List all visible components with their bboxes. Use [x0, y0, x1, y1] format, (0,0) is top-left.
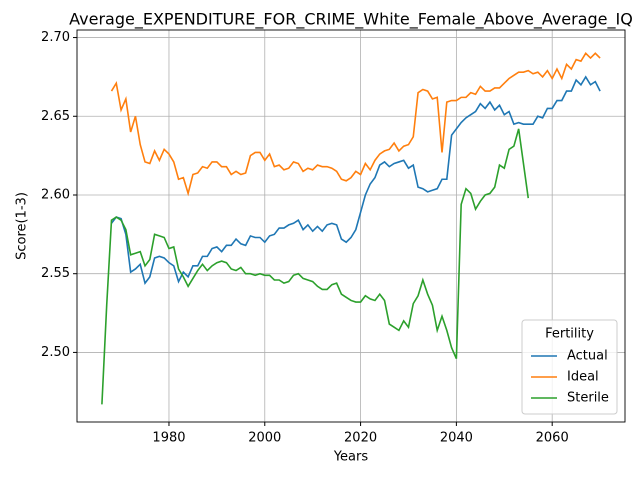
x-tick-label: 2040 [440, 431, 473, 446]
y-tick-label: 2.65 [41, 109, 70, 124]
x-axis-label: Years [333, 450, 369, 465]
legend-label: Actual [567, 349, 608, 364]
legend-label: Sterile [567, 391, 609, 406]
line-series [101, 128, 530, 405]
legend-title: Fertility [545, 327, 594, 342]
y-tick-label: 2.50 [41, 345, 70, 360]
line-series [110, 52, 601, 197]
y-tick-label: 2.60 [41, 187, 70, 202]
x-tick-label: 1980 [152, 431, 185, 446]
x-tick-label: 2000 [248, 431, 281, 446]
y-tick-label: 2.70 [41, 30, 70, 45]
y-axis-label: Score(1-3) [15, 192, 30, 260]
plot-frame [76, 29, 626, 423]
x-tick-label: 2020 [344, 431, 377, 446]
legend-box [521, 319, 618, 415]
x-tick-label: 2060 [536, 431, 569, 446]
y-tick-label: 2.55 [41, 266, 70, 281]
chart-title: Average_EXPENDITURE_FOR_CRIME_White_Fema… [69, 10, 633, 30]
line-series [110, 75, 601, 285]
legend-label: Ideal [567, 370, 599, 385]
